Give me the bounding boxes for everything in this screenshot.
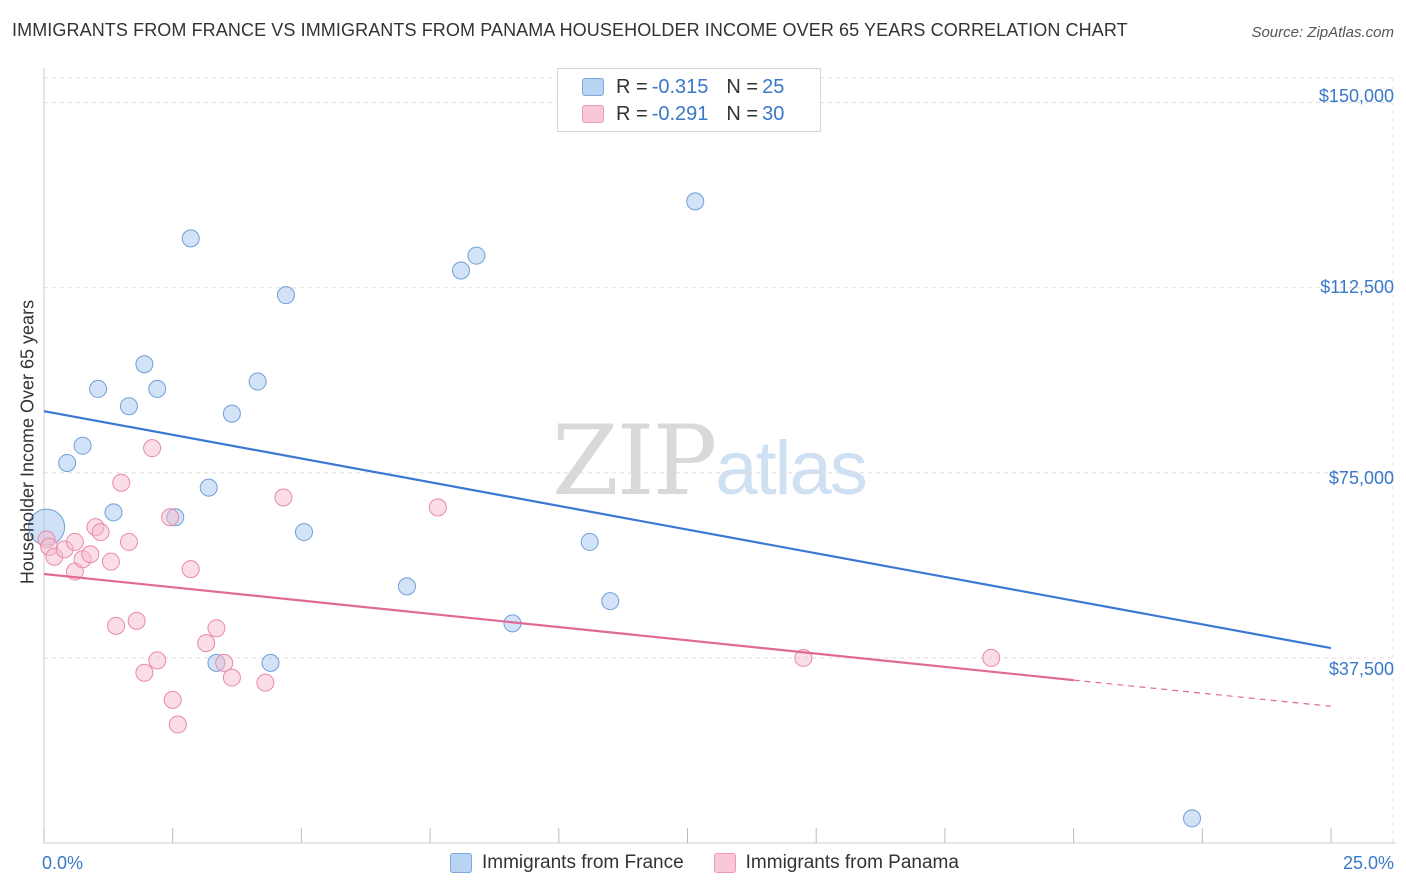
legend-n-label: N =	[726, 75, 759, 98]
panama-point	[107, 616, 126, 635]
france-point	[148, 379, 167, 398]
x-tick-label-left: 0.0%	[42, 853, 84, 873]
panama-point	[163, 690, 182, 709]
panama-point	[65, 532, 84, 551]
x-tick-label-right: 25.0%	[1342, 853, 1394, 873]
france-point	[580, 532, 599, 551]
panama-trend-extension	[1073, 679, 1332, 707]
series-legend-panama: Immigrants from Panama	[713, 852, 959, 874]
france-point	[601, 592, 620, 611]
france-point	[1183, 809, 1202, 828]
panama-point	[143, 439, 162, 458]
france-point	[276, 286, 295, 305]
panama-point	[274, 488, 293, 507]
france-point	[104, 503, 123, 522]
series-swatch-france	[450, 853, 472, 873]
panama-point	[148, 651, 167, 670]
panama-point	[181, 560, 200, 579]
panama-point	[982, 648, 1001, 667]
panama-point	[91, 523, 110, 542]
panama-point	[256, 673, 275, 692]
y-tick-label: $75,000	[1328, 468, 1394, 488]
watermark: ZIPatlas	[552, 405, 868, 517]
france-point	[89, 379, 108, 398]
france-point	[73, 436, 92, 455]
panama-point	[112, 473, 131, 492]
france-point	[467, 246, 486, 265]
watermark-zip: ZIP	[552, 405, 717, 517]
series-legend: Immigrants from France Immigrants from P…	[450, 852, 989, 874]
legend-row-panama: R = -0.291 N = 30	[582, 102, 784, 126]
france-point	[294, 523, 313, 542]
france-point	[261, 653, 280, 672]
panama-point	[215, 653, 234, 672]
legend-n-label: N =	[726, 102, 759, 125]
panama-point	[207, 619, 226, 638]
panama-point	[197, 634, 216, 653]
panama-point	[119, 532, 138, 551]
france-point	[451, 261, 470, 280]
panama-point	[428, 498, 447, 517]
panama-trend-line	[43, 572, 1074, 682]
legend-r-value: -0.291	[651, 102, 709, 125]
france-point	[397, 577, 416, 596]
series-name-panama: Immigrants from Panama	[745, 852, 959, 873]
france-point	[181, 229, 200, 248]
legend-r-value: -0.315	[651, 75, 709, 98]
france-point	[248, 372, 267, 391]
y-tick-label: $112,500	[1320, 277, 1394, 297]
series-swatch-panama	[713, 853, 736, 873]
panama-point	[81, 545, 100, 564]
france-point	[686, 192, 705, 211]
legend: R = -0.315 N = 25 R = -0.291 N = 30	[557, 68, 821, 132]
panama-point	[101, 552, 120, 571]
y-tick-label: $150,000	[1318, 86, 1394, 106]
legend-r-label: R =	[616, 102, 648, 125]
chart-source: Source: ZipAtlas.com	[1251, 24, 1394, 41]
legend-swatch-panama	[582, 105, 604, 123]
panama-point	[161, 508, 180, 527]
france-trend-line	[43, 410, 1332, 650]
panama-point	[168, 715, 187, 734]
series-name-france: Immigrants from France	[482, 852, 684, 873]
series-legend-france: Immigrants from France	[450, 852, 684, 874]
france-point	[199, 478, 218, 497]
legend-n-value: 30	[762, 102, 785, 125]
france-point	[135, 355, 154, 374]
panama-point	[222, 668, 241, 687]
legend-row-france: R = -0.315 N = 25	[582, 75, 784, 99]
chart-title: IMMIGRANTS FROM FRANCE VS IMMIGRANTS FRO…	[12, 20, 1128, 40]
watermark-atlas: atlas	[715, 426, 868, 511]
legend-swatch-france	[582, 78, 604, 96]
legend-r-label: R =	[616, 75, 648, 98]
y-tick-label: $37,500	[1328, 659, 1394, 679]
france-point	[58, 453, 77, 472]
panama-point	[135, 663, 154, 682]
y-axis-label: Householder Income Over 65 years	[17, 299, 38, 585]
legend-n-value: 25	[762, 75, 785, 98]
panama-point	[127, 611, 146, 630]
france-point	[119, 397, 138, 416]
france-point	[222, 404, 241, 423]
